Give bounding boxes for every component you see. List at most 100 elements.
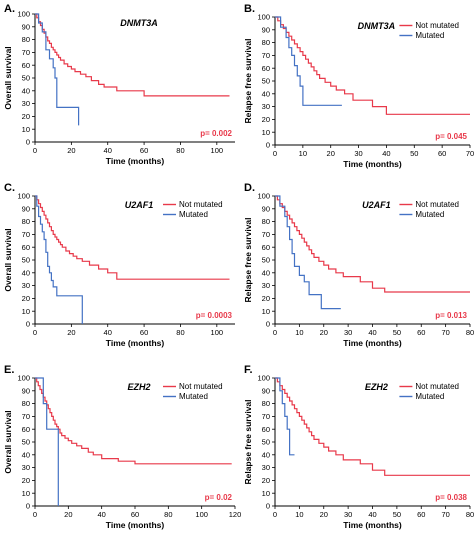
y-tick-label: 80 — [22, 217, 30, 226]
p-value-label: p= 0.02 — [205, 493, 233, 502]
x-tick-label: 10 — [299, 149, 307, 158]
y-tick-label: 10 — [22, 307, 30, 316]
y-tick-label: 0 — [26, 138, 30, 147]
y-tick-label: 0 — [266, 320, 270, 329]
y-tick-label: 50 — [22, 438, 30, 447]
panel-letter: C. — [4, 182, 15, 194]
panel-letter: B. — [244, 3, 255, 15]
x-tick-label: 60 — [140, 328, 148, 337]
y-tick-label: 80 — [22, 399, 30, 408]
x-tick-label: 60 — [417, 328, 425, 337]
x-tick-label: 0 — [33, 510, 37, 519]
series-line-not-mutated — [35, 195, 230, 280]
y-tick-label: 90 — [262, 386, 270, 395]
y-tick-label: 60 — [262, 425, 270, 434]
series-line-mutated — [275, 195, 341, 310]
y-tick-label: 80 — [262, 217, 270, 226]
y-tick-label: 30 — [22, 463, 30, 472]
y-tick-label: 100 — [257, 192, 270, 201]
y-tick-label: 70 — [22, 48, 30, 57]
y-tick-label: 100 — [257, 13, 270, 22]
x-tick-label: 60 — [140, 146, 148, 155]
x-tick-label: 80 — [466, 510, 474, 519]
y-tick-label: 0 — [26, 502, 30, 511]
y-tick-label: 60 — [262, 64, 270, 73]
x-tick-label: 10 — [295, 510, 303, 519]
x-axis-label: Time (months) — [343, 338, 402, 348]
y-tick-label: 10 — [262, 128, 270, 137]
y-tick-label: 90 — [262, 25, 270, 34]
panel-letter: F. — [244, 364, 253, 376]
y-tick-label: 80 — [22, 35, 30, 44]
panel-letter: D. — [244, 182, 255, 194]
y-axis-label: Overall survival — [3, 410, 13, 473]
x-tick-label: 20 — [320, 510, 328, 519]
y-tick-label: 30 — [262, 463, 270, 472]
series-line-mutated — [35, 195, 83, 324]
legend-label: Mutated — [415, 31, 444, 40]
x-tick-label: 40 — [382, 149, 390, 158]
legend-label: Mutated — [179, 392, 208, 401]
y-tick-label: 30 — [22, 99, 30, 108]
x-tick-label: 30 — [344, 328, 352, 337]
x-tick-label: 40 — [97, 510, 105, 519]
p-value-label: p= 0.0003 — [196, 311, 233, 320]
x-tick-label: 20 — [320, 328, 328, 337]
y-tick-label: 30 — [22, 281, 30, 290]
y-tick-label: 100 — [17, 192, 30, 201]
x-tick-label: 30 — [354, 149, 362, 158]
p-value-label: p= 0.002 — [200, 129, 232, 138]
y-axis-label: Relapse free survival — [243, 399, 253, 484]
x-tick-label: 120 — [229, 510, 242, 519]
x-axis-label: Time (months) — [106, 156, 165, 166]
y-tick-label: 100 — [17, 374, 30, 383]
x-tick-label: 80 — [164, 510, 172, 519]
gene-title: U2AF1 — [125, 200, 154, 210]
gene-title: DNMT3A — [358, 21, 396, 31]
x-tick-label: 70 — [466, 149, 474, 158]
legend-label: Mutated — [415, 392, 444, 401]
panel-letter: E. — [4, 364, 14, 376]
x-tick-label: 40 — [368, 510, 376, 519]
gene-title: EZH2 — [127, 382, 150, 392]
y-tick-label: 0 — [266, 502, 270, 511]
legend-label: Not mutated — [415, 382, 459, 391]
y-tick-label: 10 — [22, 125, 30, 134]
y-tick-label: 90 — [262, 204, 270, 213]
series-line-mutated — [35, 377, 59, 506]
y-tick-label: 60 — [22, 61, 30, 70]
y-tick-label: 50 — [262, 256, 270, 265]
y-tick-label: 20 — [262, 294, 270, 303]
panel-d: D. U2AF1 0 10 20 30 40 50 60 70 80 90 100 0 10 20 30 40 50… — [243, 182, 474, 348]
legend-label: Mutated — [415, 210, 444, 219]
panel-b: B. DNMT3A 0 10 20 30 40 50 60 70 80 90 100 0 10 20 30 40 5… — [243, 3, 474, 169]
y-tick-label: 50 — [22, 74, 30, 83]
y-tick-label: 100 — [257, 374, 270, 383]
x-tick-label: 60 — [417, 510, 425, 519]
x-tick-label: 10 — [295, 328, 303, 337]
x-tick-label: 60 — [438, 149, 446, 158]
x-tick-label: 80 — [466, 328, 474, 337]
x-tick-label: 70 — [441, 510, 449, 519]
y-axis-label: Relapse free survival — [243, 38, 253, 123]
x-tick-label: 60 — [131, 510, 139, 519]
y-tick-label: 20 — [262, 476, 270, 485]
x-tick-label: 0 — [273, 149, 277, 158]
x-tick-label: 20 — [64, 510, 72, 519]
x-tick-label: 50 — [410, 149, 418, 158]
x-tick-label: 100 — [195, 510, 208, 519]
gene-title: DNMT3A — [120, 18, 158, 28]
y-tick-label: 60 — [262, 243, 270, 252]
series-line-mutated — [35, 13, 80, 126]
p-value-label: p= 0.038 — [435, 493, 467, 502]
y-tick-label: 20 — [22, 476, 30, 485]
y-tick-label: 10 — [262, 307, 270, 316]
series-line-not-mutated — [275, 377, 470, 476]
y-tick-label: 40 — [262, 89, 270, 98]
x-tick-label: 40 — [104, 146, 112, 155]
y-tick-label: 20 — [262, 115, 270, 124]
x-tick-label: 20 — [67, 328, 75, 337]
y-axis-label: Relapse free survival — [243, 217, 253, 302]
series-line-mutated — [275, 377, 295, 456]
